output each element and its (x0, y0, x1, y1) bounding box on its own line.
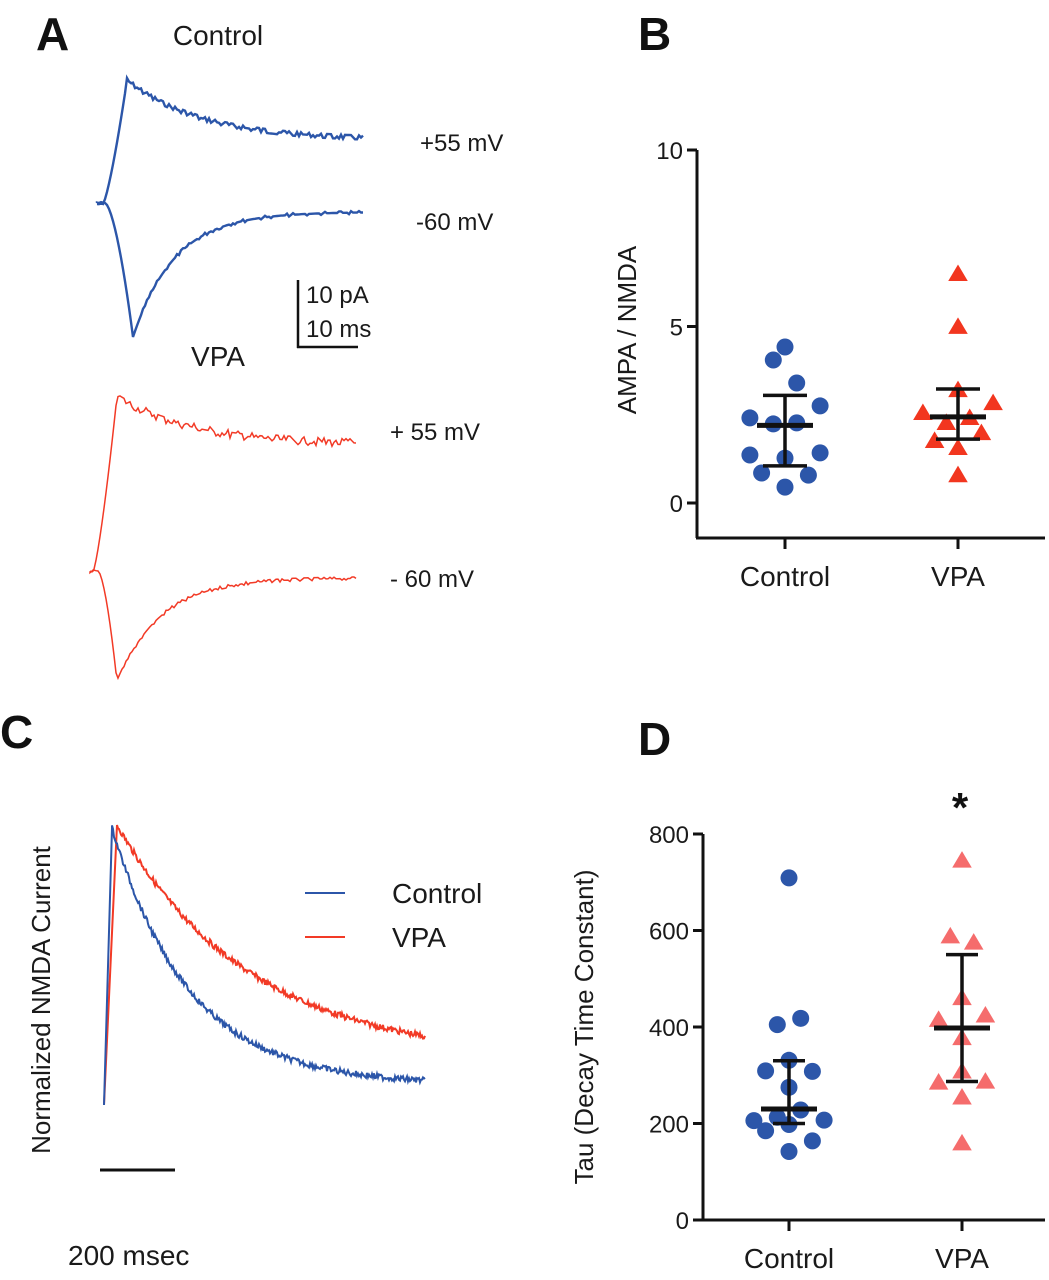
panel-label-b: B (638, 8, 671, 60)
panel-a: Control VPA +55 mV -60 mV + 55 mV - 60 m… (89, 20, 503, 681)
c-y-axis-title: Normalized NMDA Current (26, 845, 56, 1154)
scalebar-y-label: 10 pA (306, 282, 369, 309)
d-point-control (780, 1142, 798, 1160)
b-point-vpa (936, 413, 957, 430)
d-xtick-label-control: Control (744, 1243, 834, 1274)
trace-control-minus60 (95, 200, 363, 338)
b-point-control (764, 351, 782, 369)
b-xtick-label-control: Control (740, 561, 830, 592)
b-ytick-label: 10 (656, 138, 683, 165)
control-minus60-label: -60 mV (416, 209, 493, 236)
d-point-vpa (952, 1088, 972, 1105)
d-point-control (815, 1111, 833, 1129)
control-plus55-label: +55 mV (420, 130, 503, 157)
d-point-control (768, 1016, 786, 1034)
vpa-trace-title: VPA (191, 341, 245, 372)
b-point-control (776, 478, 794, 496)
b-point-control (811, 397, 829, 415)
b-point-vpa (948, 438, 968, 456)
d-point-vpa (952, 1133, 972, 1151)
d-point-vpa (952, 851, 972, 868)
b-point-vpa (971, 423, 992, 441)
d-ytick-label: 200 (649, 1112, 689, 1139)
b-xtick-label-vpa: VPA (931, 561, 985, 592)
d-point-control (757, 1122, 775, 1140)
b-point-control (776, 338, 794, 356)
c-scalebar-label: 200 msec (68, 1240, 189, 1271)
d-point-control (745, 1112, 763, 1130)
d-ytick-label: 400 (649, 1015, 689, 1042)
d-point-vpa (928, 1010, 949, 1027)
panel-b: 0 5 10 Control VPA AMPA / NMDA (612, 138, 1045, 592)
d-point-control (792, 1009, 810, 1027)
c-trace-control (103, 825, 426, 1106)
b-point-vpa (948, 465, 968, 483)
b-point-control (741, 409, 759, 427)
b-point-vpa (948, 264, 968, 281)
panel-label-c: C (0, 706, 33, 758)
b-point-vpa (948, 317, 968, 334)
d-xtick-label-vpa: VPA (935, 1243, 989, 1274)
significance-asterisk: * (952, 784, 969, 831)
panel-label-d: D (638, 713, 671, 765)
legend-control-label: Control (392, 878, 482, 909)
d-ytick-label: 800 (649, 822, 689, 849)
d-point-control (757, 1062, 775, 1080)
d-point-control (780, 869, 798, 887)
b-point-control (753, 464, 771, 482)
b-point-vpa (913, 403, 933, 421)
d-point-vpa (975, 1072, 996, 1089)
d-point-vpa (963, 933, 984, 950)
b-point-control (799, 466, 817, 484)
b-ytick-label: 5 (670, 315, 683, 342)
panel-label-a: A (36, 8, 69, 60)
control-trace-title: Control (173, 20, 263, 51)
scalebar-x-label: 10 ms (306, 316, 371, 343)
trace-control-plus55 (96, 74, 364, 206)
b-point-control (741, 446, 759, 464)
b-ytick-label: 0 (670, 491, 683, 518)
b-point-control (788, 374, 806, 392)
b-point-control (811, 444, 829, 462)
d-point-control (803, 1062, 821, 1080)
c-trace-vpa (103, 824, 426, 1106)
d-point-vpa (940, 926, 961, 944)
vpa-minus60-label: - 60 mV (390, 566, 474, 593)
d-y-axis-title: Tau (Decay Time Constant) (569, 869, 599, 1184)
legend-vpa-label: VPA (392, 922, 446, 953)
b-point-vpa (983, 393, 1003, 411)
b-y-axis-title: AMPA / NMDA (612, 245, 642, 414)
d-ytick-label: 0 (676, 1208, 689, 1235)
panel-c: Normalized NMDA Current Control VPA 200 … (26, 824, 482, 1271)
panel-d: 0 200 400 600 800 Control VPA Tau (Decay Time… (569, 784, 1045, 1274)
trace-vpa-plus55 (89, 395, 357, 575)
d-point-vpa (928, 1073, 949, 1090)
d-point-control (803, 1132, 821, 1150)
trace-vpa-minus60 (89, 569, 357, 681)
d-point-vpa (975, 1005, 996, 1023)
b-point-vpa (924, 431, 945, 448)
d-ytick-label: 600 (649, 919, 689, 946)
vpa-plus55-label: + 55 mV (390, 419, 480, 446)
